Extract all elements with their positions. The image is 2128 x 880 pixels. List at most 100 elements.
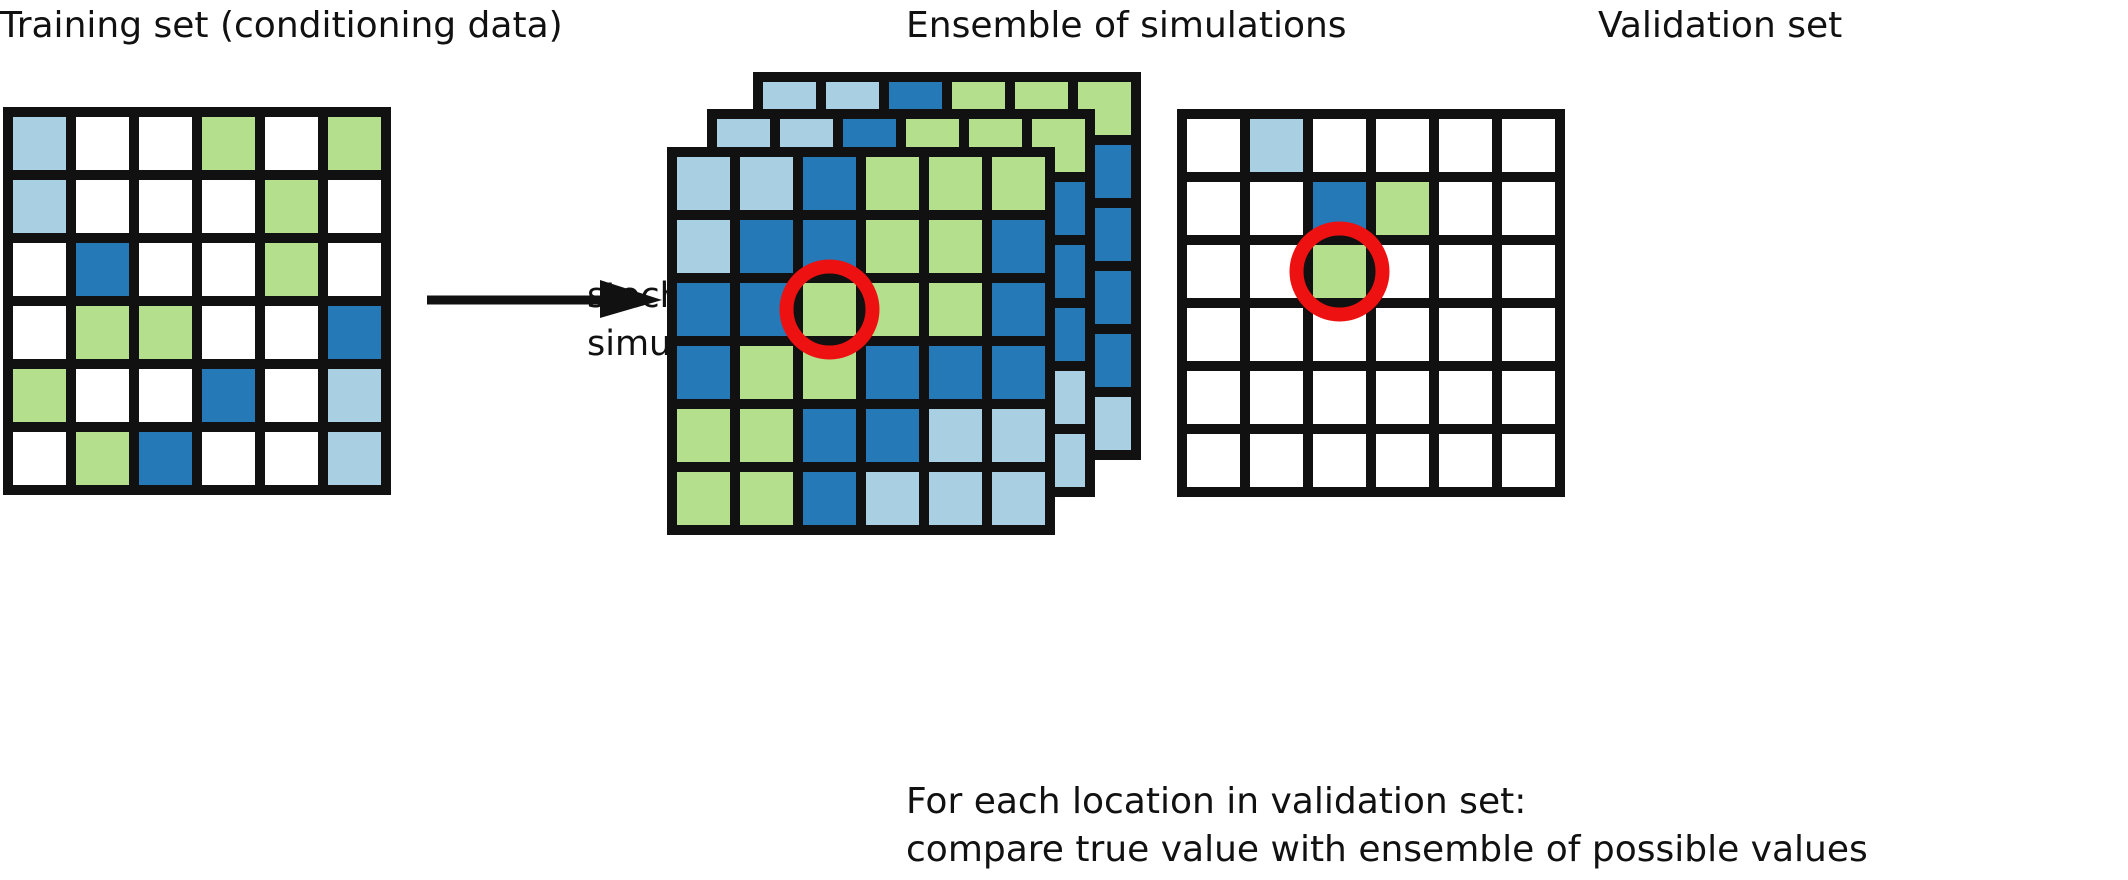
- training-cell-r5-c2: [139, 432, 192, 485]
- training-cell-r3-c0: [13, 306, 66, 359]
- ensemble-title: Ensemble of simulations: [906, 5, 1347, 46]
- training-cell-r4-c2: [139, 369, 192, 422]
- caption-line-2: compare true value with ensemble of poss…: [906, 829, 1868, 870]
- ensemble-front-cell-r0-c3: [866, 157, 919, 210]
- validation-cell-r3-c1: [1250, 308, 1303, 361]
- validation-cell-r4-c4: [1439, 371, 1492, 424]
- training-cell-r5-c0: [13, 432, 66, 485]
- ensemble-front-cell-r3-c3: [866, 346, 919, 399]
- ensemble-front-cell-r0-c5: [992, 157, 1045, 210]
- training-cell-r3-c1: [76, 306, 129, 359]
- ensemble-front-cell-r0-c0: [677, 157, 730, 210]
- training-cell-r1-c2: [139, 180, 192, 233]
- training-cell-r0-c3: [202, 117, 255, 170]
- training-cell-r1-c3: [202, 180, 255, 233]
- validation-cell-r2-c4: [1439, 245, 1492, 298]
- training-cell-r3-c5: [328, 306, 381, 359]
- training-grid: [3, 107, 391, 495]
- training-cell-r0-c5: [328, 117, 381, 170]
- training-cell-r5-c3: [202, 432, 255, 485]
- ensemble-front-cell-r3-c4: [929, 346, 982, 399]
- ensemble-front-cell-r5-c2: [803, 472, 856, 525]
- validation-cell-r5-c4: [1439, 434, 1492, 487]
- validation-cell-r5-c5: [1502, 434, 1555, 487]
- ensemble-front-cell-r2-c0: [677, 283, 730, 336]
- validation-cell-r0-c4: [1439, 119, 1492, 172]
- validation-cell-r5-c3: [1376, 434, 1429, 487]
- training-cell-r3-c3: [202, 306, 255, 359]
- validation-set-title: Validation set: [1598, 5, 1843, 46]
- ensemble-front-cell-r4-c0: [677, 409, 730, 462]
- ensemble-front-cell-r3-c0: [677, 346, 730, 399]
- caption-line-1: For each location in validation set:: [906, 781, 1527, 822]
- ensemble-front-cell-r5-c4: [929, 472, 982, 525]
- validation-cell-r0-c5: [1502, 119, 1555, 172]
- training-frame: [3, 107, 391, 495]
- training-cell-r0-c2: [139, 117, 192, 170]
- training-cell-r1-c0: [13, 180, 66, 233]
- validation-cell-r3-c3: [1376, 308, 1429, 361]
- validation-cell-r3-c4: [1439, 308, 1492, 361]
- validation-cell-r0-c0: [1187, 119, 1240, 172]
- ensemble-front-cell-r5-c3: [866, 472, 919, 525]
- validation-cell-r5-c2: [1313, 434, 1366, 487]
- arrow: [427, 280, 662, 318]
- training-cell-r4-c1: [76, 369, 129, 422]
- training-cell-r4-c3: [202, 369, 255, 422]
- validation-cell-r0-c2: [1313, 119, 1366, 172]
- ensemble-front-cell-r4-c4: [929, 409, 982, 462]
- training-cell-r2-c0: [13, 243, 66, 296]
- validation-cell-r1-c1: [1250, 182, 1303, 235]
- ensemble-front-cell-r1-c3: [866, 220, 919, 273]
- ensemble-front-cell-r2-c5: [992, 283, 1045, 336]
- training-set-title: Training set (conditioning data): [0, 5, 563, 46]
- training-cell-r2-c4: [265, 243, 318, 296]
- training-cell-r5-c4: [265, 432, 318, 485]
- training-cell-r4-c0: [13, 369, 66, 422]
- ensemble-front-cell-r2-c2: [803, 283, 856, 336]
- ensemble-front-cell-r4-c1: [740, 409, 793, 462]
- ensemble-front-cell-r3-c5: [992, 346, 1045, 399]
- training-cell-r5-c5: [328, 432, 381, 485]
- training-cell-r3-c4: [265, 306, 318, 359]
- ensemble-front-cell-r1-c0: [677, 220, 730, 273]
- ensemble-front-cell-r5-c1: [740, 472, 793, 525]
- validation-cell-r4-c0: [1187, 371, 1240, 424]
- training-cell-r4-c5: [328, 369, 381, 422]
- training-cell-r0-c4: [265, 117, 318, 170]
- training-cell-r4-c4: [265, 369, 318, 422]
- ensemble-front-cell-r2-c4: [929, 283, 982, 336]
- validation-cell-r1-c4: [1439, 182, 1492, 235]
- training-cell-r0-c1: [76, 117, 129, 170]
- training-cell-r2-c2: [139, 243, 192, 296]
- training-cell-r2-c5: [328, 243, 381, 296]
- ensemble-front-cell-r4-c2: [803, 409, 856, 462]
- ensemble-front-cell-r0-c2: [803, 157, 856, 210]
- validation-cell-r5-c0: [1187, 434, 1240, 487]
- validation-cell-r0-c3: [1376, 119, 1429, 172]
- training-cell-r1-c4: [265, 180, 318, 233]
- training-cell-r1-c5: [328, 180, 381, 233]
- ensemble-front-cell-r0-c4: [929, 157, 982, 210]
- ensemble-front-cell-r5-c0: [677, 472, 730, 525]
- ensemble-front-cell-r1-c1: [740, 220, 793, 273]
- training-cell-r2-c3: [202, 243, 255, 296]
- arrow-head: [600, 280, 662, 318]
- training-cell-r1-c1: [76, 180, 129, 233]
- caption: For each location in validation set: com…: [906, 778, 1868, 874]
- validation-cell-r0-c1: [1250, 119, 1303, 172]
- training-cell-r5-c1: [76, 432, 129, 485]
- validation-highlight-circle: [1289, 221, 1390, 322]
- highlight-circles: [779, 221, 1390, 360]
- validation-cell-r3-c5: [1502, 308, 1555, 361]
- ensemble-front-cell-r4-c5: [992, 409, 1045, 462]
- validation-cell-r2-c2: [1313, 245, 1366, 298]
- validation-cell-r1-c5: [1502, 182, 1555, 235]
- validation-cell-r5-c1: [1250, 434, 1303, 487]
- ensemble-front-cell-r5-c5: [992, 472, 1045, 525]
- ensemble-front-cell-r3-c1: [740, 346, 793, 399]
- ensemble-front-cell-r1-c5: [992, 220, 1045, 273]
- training-cell-r2-c1: [76, 243, 129, 296]
- ensemble-front-cell-r4-c3: [866, 409, 919, 462]
